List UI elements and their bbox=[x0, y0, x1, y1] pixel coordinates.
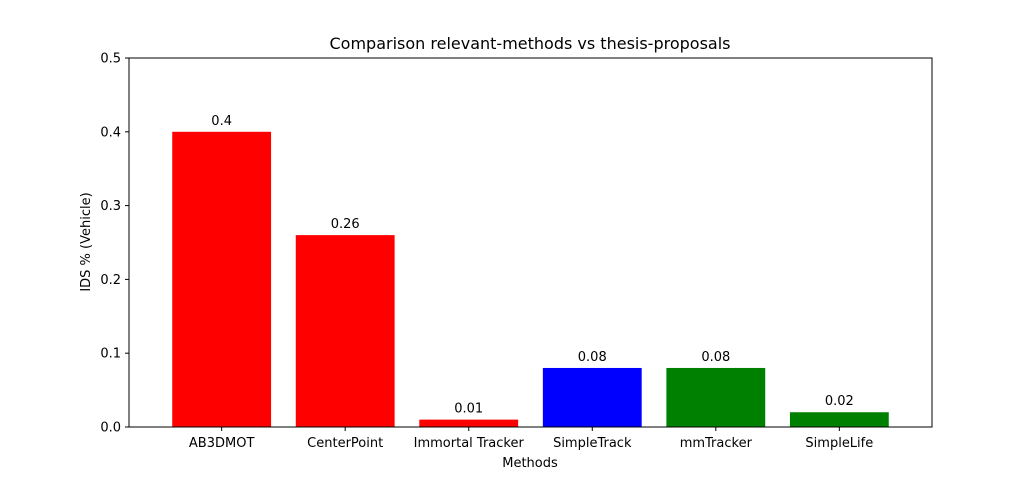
bar-ab3dmot bbox=[172, 131, 272, 428]
x-tick-label: SimpleTrack bbox=[553, 436, 632, 451]
data-label: 0.08 bbox=[701, 350, 730, 365]
x-tick-label: AB3DMOT bbox=[189, 436, 255, 451]
data-label: 0.02 bbox=[825, 394, 854, 409]
plot-area: 0.4 AB3DMOT 0.26 CenterPoint 0.01 Immortal Tr… bbox=[100, 52, 933, 451]
x-tick-label: CenterPoint bbox=[307, 436, 383, 451]
data-label: 0.01 bbox=[454, 402, 483, 417]
y-tick-label: 0.4 bbox=[100, 125, 121, 140]
x-axis-label: Methods bbox=[502, 456, 558, 471]
data-label: 0.08 bbox=[578, 350, 607, 365]
x-tick-label: SimpleLife bbox=[805, 436, 873, 451]
bar-immortal-tracker bbox=[419, 419, 519, 427]
y-tick-label: 0.5 bbox=[100, 52, 121, 67]
bar-simplelife bbox=[789, 412, 889, 427]
bar-centerpoint bbox=[295, 235, 395, 427]
y-tick-label: 0.0 bbox=[100, 421, 121, 436]
y-tick-label: 0.3 bbox=[100, 199, 121, 214]
x-tick-label: mmTracker bbox=[680, 436, 753, 451]
y-axis-label: IDS % (Vehicle) bbox=[79, 192, 94, 291]
x-tick-label: Immortal Tracker bbox=[414, 436, 525, 451]
axes-frame bbox=[128, 57, 933, 428]
data-label: 0.4 bbox=[211, 114, 232, 129]
data-label: 0.26 bbox=[331, 217, 360, 232]
chart-title: Comparison relevant-methods vs thesis-pr… bbox=[330, 34, 731, 53]
bar-mmtracker bbox=[666, 367, 766, 427]
y-tick-label: 0.1 bbox=[100, 347, 121, 362]
y-tick-label: 0.2 bbox=[100, 273, 121, 288]
bar-simpletrack bbox=[542, 367, 642, 427]
